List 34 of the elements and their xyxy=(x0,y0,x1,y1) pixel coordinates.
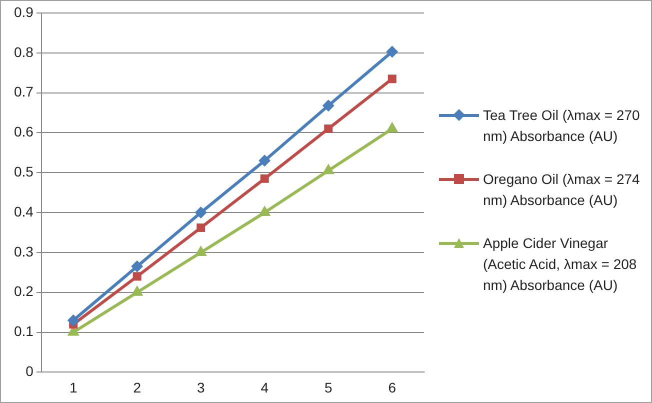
y-tick-label: 0.9 xyxy=(14,4,34,20)
y-tick-label: 0 xyxy=(26,363,34,380)
point xyxy=(131,285,144,296)
legend-label: Oregano Oil (λmax = 274 nm) Absorbance (AU) xyxy=(483,170,641,210)
point xyxy=(386,46,398,58)
x-tick-label: 4 xyxy=(260,379,269,396)
point xyxy=(258,206,271,216)
y-tick-label: 0.4 xyxy=(14,203,34,220)
y-tick-label: 0.8 xyxy=(14,44,34,60)
y-tick-label: 0.1 xyxy=(14,323,34,340)
x-tick-label: 2 xyxy=(133,379,142,396)
y-tick-label: 0.5 xyxy=(14,164,34,180)
point xyxy=(132,272,142,281)
point xyxy=(322,100,334,112)
point xyxy=(260,174,269,183)
y-tick-label: 0.2 xyxy=(14,283,34,300)
point xyxy=(131,260,144,272)
x-tick-label: 5 xyxy=(324,379,332,396)
y-tick-label: 0.3 xyxy=(14,243,34,260)
point xyxy=(322,164,334,174)
x-tick-label: 1 xyxy=(69,379,78,396)
x-tick-label: 3 xyxy=(196,379,205,396)
point xyxy=(67,314,80,326)
y-tick-label: 0.7 xyxy=(14,84,34,100)
point xyxy=(194,245,207,256)
point xyxy=(258,154,271,167)
x-tick-label: 6 xyxy=(388,379,396,396)
point xyxy=(196,223,206,232)
point xyxy=(324,124,333,133)
legend-label: Apple Cider Vinegar (Acetic Acid, λmax = 208 nm) Absorbance (AU) xyxy=(483,234,638,295)
legend-label: Tea Tree Oil (λmax = 270 nm) Absorbance (AU) xyxy=(483,106,641,146)
point xyxy=(194,206,207,219)
point xyxy=(388,74,396,84)
y-tick-label: 0.6 xyxy=(14,124,34,140)
